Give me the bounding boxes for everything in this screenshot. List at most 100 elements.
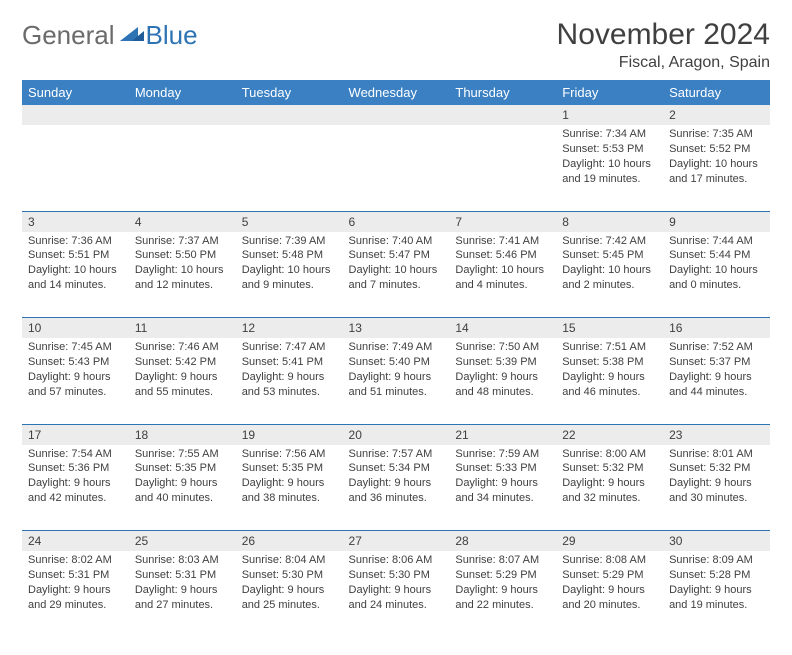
- sunrise-text: Sunrise: 7:35 AM: [669, 127, 764, 142]
- daylight-text: and 38 minutes.: [242, 491, 337, 506]
- day-number: 23: [663, 424, 770, 445]
- day-number: 2: [663, 105, 770, 125]
- sunrise-text: Sunrise: 8:02 AM: [28, 553, 123, 568]
- daylight-text: and 36 minutes.: [349, 491, 444, 506]
- day-cell: Sunrise: 7:55 AMSunset: 5:35 PMDaylight:…: [129, 445, 236, 531]
- daylight-text: Daylight: 9 hours: [455, 370, 550, 385]
- sunset-text: Sunset: 5:53 PM: [562, 142, 657, 157]
- sunset-text: Sunset: 5:46 PM: [455, 248, 550, 263]
- day-number: [343, 105, 450, 125]
- daylight-text: and 32 minutes.: [562, 491, 657, 506]
- day-number: [22, 105, 129, 125]
- sunrise-text: Sunrise: 7:37 AM: [135, 234, 230, 249]
- sunset-text: Sunset: 5:36 PM: [28, 461, 123, 476]
- day-cell: [129, 125, 236, 211]
- sunrise-text: Sunrise: 7:44 AM: [669, 234, 764, 249]
- daylight-text: Daylight: 10 hours: [455, 263, 550, 278]
- sunrise-text: Sunrise: 8:06 AM: [349, 553, 444, 568]
- day-number: 28: [449, 531, 556, 552]
- daylight-text: and 14 minutes.: [28, 278, 123, 293]
- sunrise-text: Sunrise: 8:04 AM: [242, 553, 337, 568]
- daylight-text: and 2 minutes.: [562, 278, 657, 293]
- daylight-text: Daylight: 9 hours: [669, 476, 764, 491]
- sunset-text: Sunset: 5:30 PM: [242, 568, 337, 583]
- day-number: 21: [449, 424, 556, 445]
- day-cell: Sunrise: 7:52 AMSunset: 5:37 PMDaylight:…: [663, 338, 770, 424]
- day-number: 14: [449, 318, 556, 339]
- day-header: Tuesday: [236, 80, 343, 105]
- day-cell: Sunrise: 7:41 AMSunset: 5:46 PMDaylight:…: [449, 232, 556, 318]
- day-number: [449, 105, 556, 125]
- sunset-text: Sunset: 5:40 PM: [349, 355, 444, 370]
- daylight-text: and 20 minutes.: [562, 598, 657, 613]
- daylight-text: and 44 minutes.: [669, 385, 764, 400]
- sunset-text: Sunset: 5:45 PM: [562, 248, 657, 263]
- sunrise-text: Sunrise: 7:39 AM: [242, 234, 337, 249]
- daylight-text: Daylight: 9 hours: [28, 583, 123, 598]
- day-data-row: Sunrise: 7:45 AMSunset: 5:43 PMDaylight:…: [22, 338, 770, 424]
- day-number: 25: [129, 531, 236, 552]
- day-header: Friday: [556, 80, 663, 105]
- day-number: 10: [22, 318, 129, 339]
- daylight-text: Daylight: 9 hours: [562, 583, 657, 598]
- sunrise-text: Sunrise: 7:42 AM: [562, 234, 657, 249]
- day-number-row: 24252627282930: [22, 531, 770, 552]
- day-number: [129, 105, 236, 125]
- daylight-text: Daylight: 9 hours: [669, 370, 764, 385]
- day-cell: Sunrise: 7:57 AMSunset: 5:34 PMDaylight:…: [343, 445, 450, 531]
- sunset-text: Sunset: 5:28 PM: [669, 568, 764, 583]
- daylight-text: Daylight: 10 hours: [242, 263, 337, 278]
- sunrise-text: Sunrise: 8:01 AM: [669, 447, 764, 462]
- daylight-text: Daylight: 9 hours: [455, 476, 550, 491]
- day-number: 13: [343, 318, 450, 339]
- day-number: 12: [236, 318, 343, 339]
- daylight-text: and 4 minutes.: [455, 278, 550, 293]
- daylight-text: and 46 minutes.: [562, 385, 657, 400]
- sunset-text: Sunset: 5:32 PM: [562, 461, 657, 476]
- sunset-text: Sunset: 5:39 PM: [455, 355, 550, 370]
- sunrise-text: Sunrise: 8:00 AM: [562, 447, 657, 462]
- day-cell: Sunrise: 7:46 AMSunset: 5:42 PMDaylight:…: [129, 338, 236, 424]
- sunrise-text: Sunrise: 7:40 AM: [349, 234, 444, 249]
- daylight-text: and 55 minutes.: [135, 385, 230, 400]
- day-cell: Sunrise: 8:04 AMSunset: 5:30 PMDaylight:…: [236, 551, 343, 637]
- daylight-text: and 24 minutes.: [349, 598, 444, 613]
- sunset-text: Sunset: 5:35 PM: [135, 461, 230, 476]
- day-header: Wednesday: [343, 80, 450, 105]
- day-cell: Sunrise: 7:56 AMSunset: 5:35 PMDaylight:…: [236, 445, 343, 531]
- day-number: 6: [343, 211, 450, 232]
- sunset-text: Sunset: 5:48 PM: [242, 248, 337, 263]
- day-number: 15: [556, 318, 663, 339]
- daylight-text: Daylight: 10 hours: [135, 263, 230, 278]
- day-cell: Sunrise: 8:07 AMSunset: 5:29 PMDaylight:…: [449, 551, 556, 637]
- sunset-text: Sunset: 5:30 PM: [349, 568, 444, 583]
- logo-text-blue: Blue: [146, 20, 198, 51]
- day-number-row: 10111213141516: [22, 318, 770, 339]
- day-number: 1: [556, 105, 663, 125]
- daylight-text: Daylight: 9 hours: [455, 583, 550, 598]
- sunset-text: Sunset: 5:52 PM: [669, 142, 764, 157]
- sunrise-text: Sunrise: 7:57 AM: [349, 447, 444, 462]
- day-cell: Sunrise: 8:02 AMSunset: 5:31 PMDaylight:…: [22, 551, 129, 637]
- daylight-text: and 29 minutes.: [28, 598, 123, 613]
- day-number: 26: [236, 531, 343, 552]
- day-cell: Sunrise: 7:36 AMSunset: 5:51 PMDaylight:…: [22, 232, 129, 318]
- day-cell: Sunrise: 7:44 AMSunset: 5:44 PMDaylight:…: [663, 232, 770, 318]
- sunrise-text: Sunrise: 7:56 AM: [242, 447, 337, 462]
- sunset-text: Sunset: 5:50 PM: [135, 248, 230, 263]
- daylight-text: and 57 minutes.: [28, 385, 123, 400]
- day-data-row: Sunrise: 8:02 AMSunset: 5:31 PMDaylight:…: [22, 551, 770, 637]
- day-cell: Sunrise: 8:03 AMSunset: 5:31 PMDaylight:…: [129, 551, 236, 637]
- sunrise-text: Sunrise: 7:52 AM: [669, 340, 764, 355]
- daylight-text: Daylight: 9 hours: [669, 583, 764, 598]
- day-cell: [236, 125, 343, 211]
- sunset-text: Sunset: 5:34 PM: [349, 461, 444, 476]
- daylight-text: and 19 minutes.: [669, 598, 764, 613]
- daylight-text: Daylight: 9 hours: [562, 476, 657, 491]
- sunrise-text: Sunrise: 7:45 AM: [28, 340, 123, 355]
- sunset-text: Sunset: 5:37 PM: [669, 355, 764, 370]
- day-number: 16: [663, 318, 770, 339]
- daylight-text: and 12 minutes.: [135, 278, 230, 293]
- sunrise-text: Sunrise: 8:07 AM: [455, 553, 550, 568]
- day-cell: Sunrise: 7:45 AMSunset: 5:43 PMDaylight:…: [22, 338, 129, 424]
